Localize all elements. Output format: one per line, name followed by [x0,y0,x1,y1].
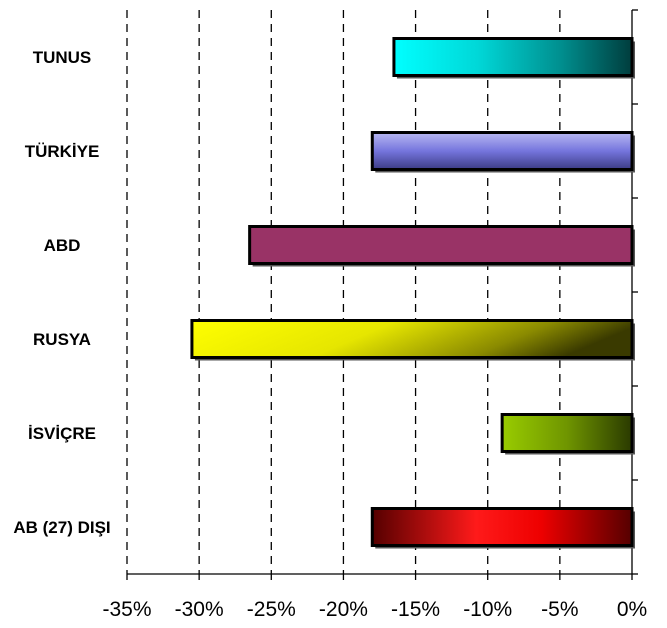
x-tick-label: -20% [319,598,368,621]
category-label: İSVİÇRE [28,424,96,443]
category-label: RUSYA [33,330,91,349]
bar-2 [370,131,634,171]
category-labels: TUNUS TÜRKİYE ABD RUSYA İSVİÇRE AB (27) DIŞI [13,48,110,537]
bar-6 [370,507,634,547]
x-tick-label: -15% [391,598,440,621]
bar-1 [392,37,634,77]
category-label: TÜRKİYE [25,142,100,161]
grid-lines [126,10,561,574]
category-label: AB (27) DIŞI [13,518,110,537]
x-tick-label: 0% [617,598,647,621]
axes [126,9,638,580]
x-tick-label: -5% [541,598,578,621]
x-tick-label: -30% [175,598,224,621]
x-tick-label: -25% [247,598,296,621]
bars [190,37,635,549]
category-label: ABD [44,236,81,255]
x-tick-label: -10% [463,598,512,621]
bar-4 [190,319,634,359]
category-label: TUNUS [33,48,92,67]
bar-3 [248,225,634,265]
bar-5 [500,413,634,453]
tick-labels: -35% -30% -25% -20% -15% -10% -5% 0% [102,598,647,621]
x-tick-label: -35% [102,598,151,621]
